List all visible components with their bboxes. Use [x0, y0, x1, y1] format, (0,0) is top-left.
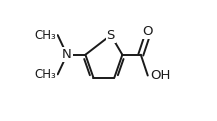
Text: CH₃: CH₃: [35, 29, 57, 42]
Text: N: N: [62, 48, 72, 61]
Text: OH: OH: [151, 69, 171, 82]
Text: O: O: [143, 25, 153, 38]
Text: S: S: [107, 29, 115, 42]
Text: CH₃: CH₃: [35, 68, 57, 81]
